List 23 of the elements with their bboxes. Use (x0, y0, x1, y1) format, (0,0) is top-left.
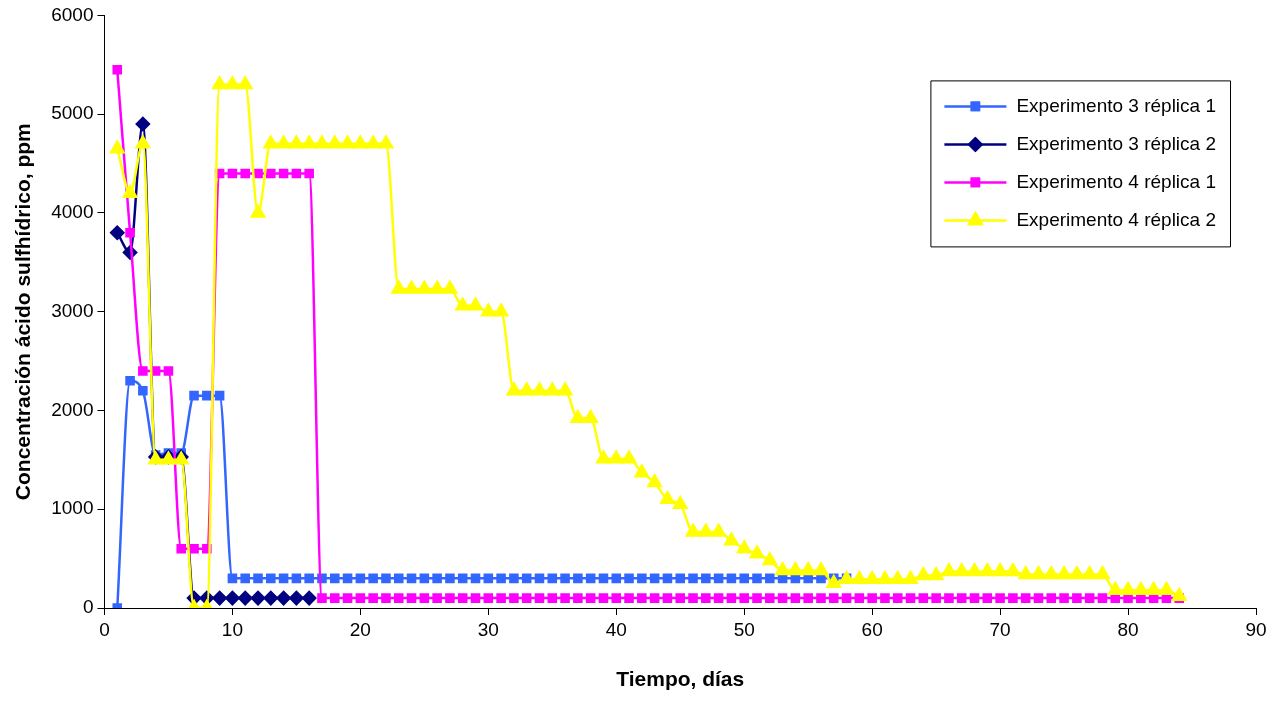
x-tick-label: 60 (861, 618, 883, 640)
x-tick-label: 90 (1245, 618, 1267, 640)
y-tick-label: 3000 (51, 299, 94, 321)
x-tick-label: 10 (221, 618, 243, 640)
legend-label: Experimento 4 réplica 2 (1016, 208, 1217, 230)
x-tick-label: 40 (605, 618, 627, 640)
y-tick-label: 0 (82, 596, 94, 618)
x-tick-label: 50 (733, 618, 755, 640)
y-tick-label: 2000 (51, 398, 94, 420)
y-tick-label: 4000 (51, 201, 94, 223)
x-tick-label: 30 (477, 618, 499, 640)
y-tick-label: 6000 (51, 3, 94, 25)
legend-label: Experimento 3 réplica 2 (1016, 132, 1217, 154)
legend-label: Experimento 3 réplica 1 (1016, 94, 1217, 116)
y-axis-title: Concentración ácido sulfhídrico, ppm (11, 123, 35, 501)
x-tick-label: 0 (99, 618, 110, 640)
x-axis-title: Tiempo, días (616, 667, 745, 691)
x-tick-label: 70 (989, 618, 1011, 640)
x-tick-label: 20 (349, 618, 371, 640)
legend-label: Experimento 4 réplica 1 (1016, 170, 1217, 192)
y-tick-label: 1000 (51, 497, 94, 519)
x-tick-label: 80 (1117, 618, 1139, 640)
y-tick-label: 5000 (51, 102, 94, 124)
